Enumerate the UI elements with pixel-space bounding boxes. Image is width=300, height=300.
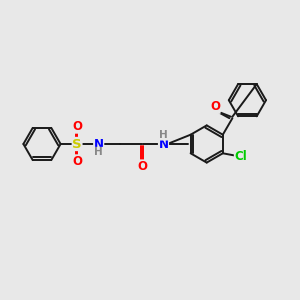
Text: N: N xyxy=(158,137,169,151)
Text: O: O xyxy=(72,120,82,133)
Text: H: H xyxy=(159,130,168,140)
Text: S: S xyxy=(72,137,82,151)
Text: H: H xyxy=(94,147,103,158)
Text: O: O xyxy=(137,160,147,173)
Text: O: O xyxy=(210,100,220,113)
Text: O: O xyxy=(72,155,82,168)
Text: N: N xyxy=(94,137,104,151)
Text: Cl: Cl xyxy=(234,150,247,163)
